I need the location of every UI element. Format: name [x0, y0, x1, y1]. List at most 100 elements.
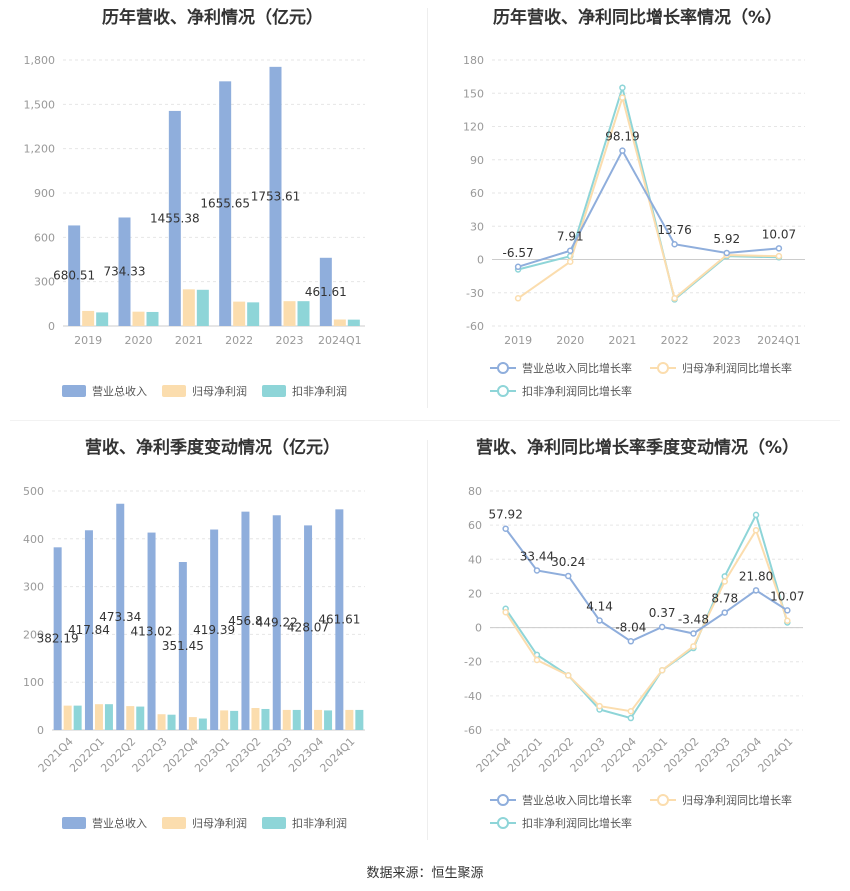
bar — [168, 110, 181, 326]
data-label: 1655.65 — [200, 197, 250, 211]
annual-line-panel: 历年营收、净利同比增长率情况（%） -60 -30 0 30 60 90 120 150 180… — [425, 0, 850, 415]
y-tick-label: 1,200 — [24, 143, 56, 156]
data-label: 428.07 — [287, 621, 329, 635]
data-point — [627, 714, 635, 722]
data-point — [752, 511, 760, 519]
bar — [73, 705, 82, 730]
bar — [335, 509, 344, 730]
data-point — [721, 609, 728, 616]
bar — [188, 717, 197, 730]
y-tick-label: 300 — [34, 276, 55, 289]
bar — [116, 503, 125, 730]
x-tick-label: 2019 — [504, 334, 532, 347]
data-label: 8.78 — [711, 592, 738, 606]
y-tick-label: 120 — [463, 121, 484, 134]
data-label: 21.80 — [739, 569, 773, 583]
data-label: 461.61 — [318, 613, 360, 627]
legend-marker — [657, 794, 669, 806]
bar — [104, 704, 113, 730]
bar — [147, 532, 156, 730]
data-label: 734.33 — [104, 265, 146, 279]
bar — [196, 289, 209, 326]
x-tick-label: 2023 — [713, 334, 741, 347]
bar — [261, 708, 270, 730]
quarter-line-panel: 营收、净利同比增长率季度变动情况（%） -60 -40 -20 0 20 40 60 80 57… — [425, 425, 850, 855]
y-tick-label: -20 — [464, 656, 482, 669]
y-tick-label: 500 — [23, 485, 44, 498]
bar — [297, 301, 310, 326]
series-line — [504, 528, 788, 643]
x-tick-label: 2021 — [175, 334, 203, 347]
legend-swatch — [262, 385, 286, 397]
data-point — [533, 567, 541, 574]
bar — [96, 312, 109, 326]
data-label: 33.44 — [520, 549, 554, 563]
x-tick-label: 2020 — [556, 334, 584, 347]
bar — [241, 511, 250, 730]
bar — [282, 709, 291, 730]
bar — [84, 530, 93, 730]
bar — [230, 710, 239, 730]
bar — [94, 704, 103, 730]
data-label: -6.57 — [503, 246, 534, 260]
y-tick-label: -60 — [464, 724, 482, 737]
data-point — [596, 702, 603, 710]
x-tick-label: 2024Q1 — [318, 334, 362, 347]
data-point — [752, 587, 760, 594]
quarter-bar-panel: 营收、净利季度变动情况（亿元） 0 100 200 300 400 500 382.19 41… — [0, 425, 425, 855]
y-tick-label: -40 — [464, 690, 482, 703]
y-tick-label: -30 — [466, 287, 484, 300]
bar — [63, 705, 72, 730]
data-point — [658, 667, 666, 674]
data-label: 0.37 — [649, 606, 676, 620]
annual-bar-chart: 0 300 600 900 1,200 1,500 1,800 680.51 734.33 145… — [24, 54, 365, 398]
legend-label: 营业总收入同比增长率 — [522, 793, 632, 807]
bar — [333, 319, 346, 326]
y-tick-label: 100 — [23, 676, 44, 689]
data-point — [752, 527, 760, 534]
legend-label: 扣非净利润 — [292, 384, 347, 398]
bar — [198, 718, 207, 730]
bar — [292, 709, 301, 730]
bar — [210, 529, 219, 730]
data-label: 351.45 — [162, 639, 204, 653]
data-point — [565, 572, 572, 580]
bar — [304, 525, 313, 730]
data-point — [596, 617, 603, 624]
data-label: 30.24 — [551, 555, 585, 569]
data-point — [775, 252, 783, 260]
data-point — [723, 249, 730, 257]
y-tick-label: 600 — [34, 231, 55, 244]
chart-title: 历年营收、净利同比增长率情况（%） — [492, 8, 783, 28]
data-point — [533, 656, 541, 664]
quarter-bar-chart: 0 100 200 300 400 500 382.19417.84473.34413.02… — [23, 485, 365, 830]
bar — [82, 310, 95, 326]
bar — [319, 257, 332, 326]
bar — [68, 225, 81, 326]
bar — [314, 709, 323, 730]
data-label: 10.07 — [770, 589, 804, 603]
y-tick-label: 80 — [468, 485, 482, 498]
chart-title: 营收、净利同比增长率季度变动情况（%） — [475, 438, 800, 458]
data-label: 382.19 — [37, 632, 79, 646]
y-tick-label: 60 — [468, 519, 482, 532]
series-line — [504, 527, 789, 713]
data-point — [627, 707, 635, 715]
y-tick-label: 0 — [477, 254, 484, 267]
data-point — [565, 672, 572, 679]
data-label: 417.84 — [68, 623, 110, 637]
data-point — [690, 643, 697, 650]
y-tick-label: 400 — [23, 533, 44, 546]
bar — [178, 562, 187, 730]
data-point — [671, 240, 678, 248]
data-label: 57.92 — [488, 508, 522, 522]
data-label: 413.02 — [131, 624, 173, 638]
data-point — [567, 247, 574, 254]
legend-marker — [497, 794, 509, 806]
data-label: 13.76 — [657, 223, 691, 237]
legend-swatch — [162, 817, 186, 829]
vertical-divider-bottom — [427, 440, 428, 840]
x-tick-label: 2020 — [125, 334, 153, 347]
bar — [251, 708, 260, 730]
